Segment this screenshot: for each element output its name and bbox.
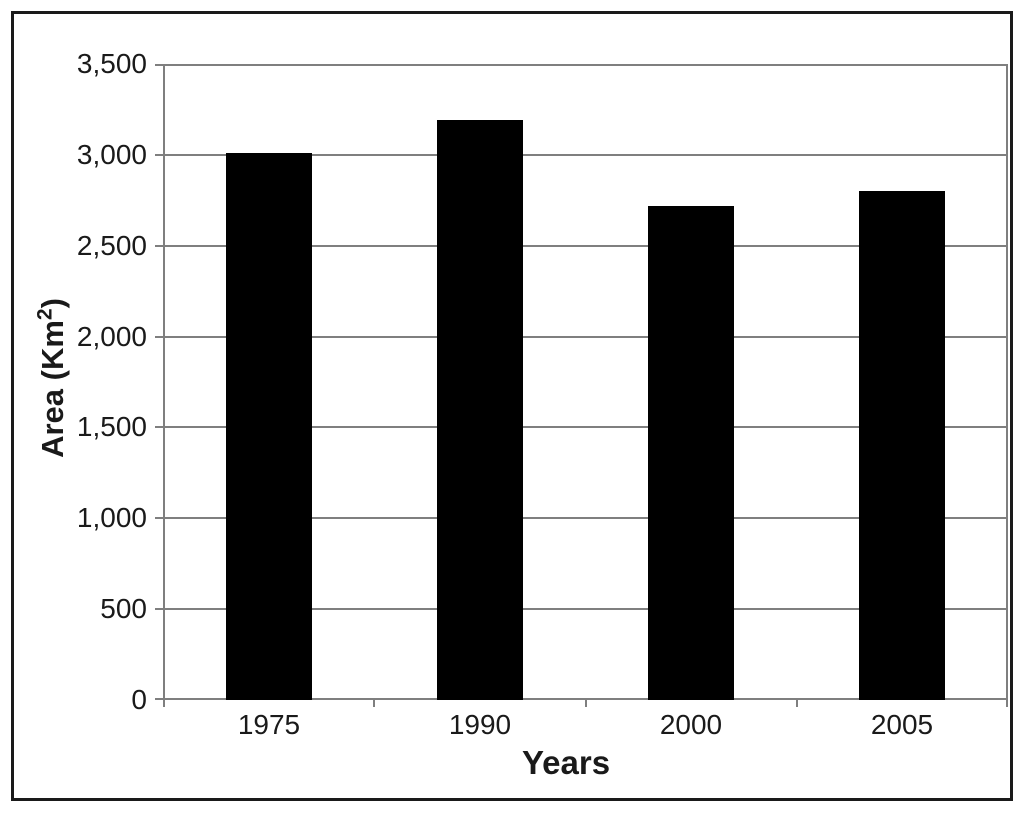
bar-2005 (859, 191, 945, 700)
y-tick-label: 3,000 (76, 139, 147, 170)
plot-right-border (1006, 64, 1008, 700)
bar-2000 (648, 206, 734, 700)
gridline (163, 608, 1008, 610)
x-tick-label: 2000 (659, 709, 723, 740)
bar-1975 (226, 153, 312, 700)
y-axis-tick (155, 608, 163, 610)
y-axis-tick (155, 698, 163, 700)
y-axis-tick (155, 154, 163, 156)
gridline (163, 245, 1008, 247)
y-tick-label: 2,500 (76, 230, 147, 261)
x-tick-label: 1990 (448, 709, 512, 740)
x-axis-tick (585, 700, 587, 707)
x-tick-label: 2005 (870, 709, 934, 740)
x-axis-tick (796, 700, 798, 707)
gridline (163, 517, 1008, 519)
y-axis-line (163, 64, 165, 700)
gridline (163, 336, 1008, 338)
bar-1990 (437, 120, 523, 700)
x-axis-tick (163, 700, 165, 707)
x-axis-tick (373, 700, 375, 707)
gridline (163, 154, 1008, 156)
x-axis-tick (1006, 700, 1008, 707)
y-axis-tick (155, 245, 163, 247)
y-tick-label: 500 (100, 593, 147, 624)
x-axis-title: Years (521, 744, 611, 781)
y-tick-label: 3,500 (76, 48, 147, 79)
y-axis-title: Area (Km2) (33, 298, 70, 458)
x-tick-label: 1975 (237, 709, 301, 740)
y-tick-label: 1,500 (76, 411, 147, 442)
gridline (163, 426, 1008, 428)
y-tick-label: 0 (131, 684, 147, 715)
y-tick-label: 1,000 (76, 502, 147, 533)
plot-top-border (163, 64, 1008, 66)
y-axis-tick (155, 64, 163, 66)
y-axis-tick (155, 336, 163, 338)
y-axis-tick (155, 517, 163, 519)
y-axis-tick (155, 426, 163, 428)
y-tick-label: 2,000 (76, 321, 147, 352)
x-axis-line (163, 698, 1008, 700)
plot-area (155, 64, 1008, 707)
y-axis-title-superscript: 2 (33, 308, 57, 321)
